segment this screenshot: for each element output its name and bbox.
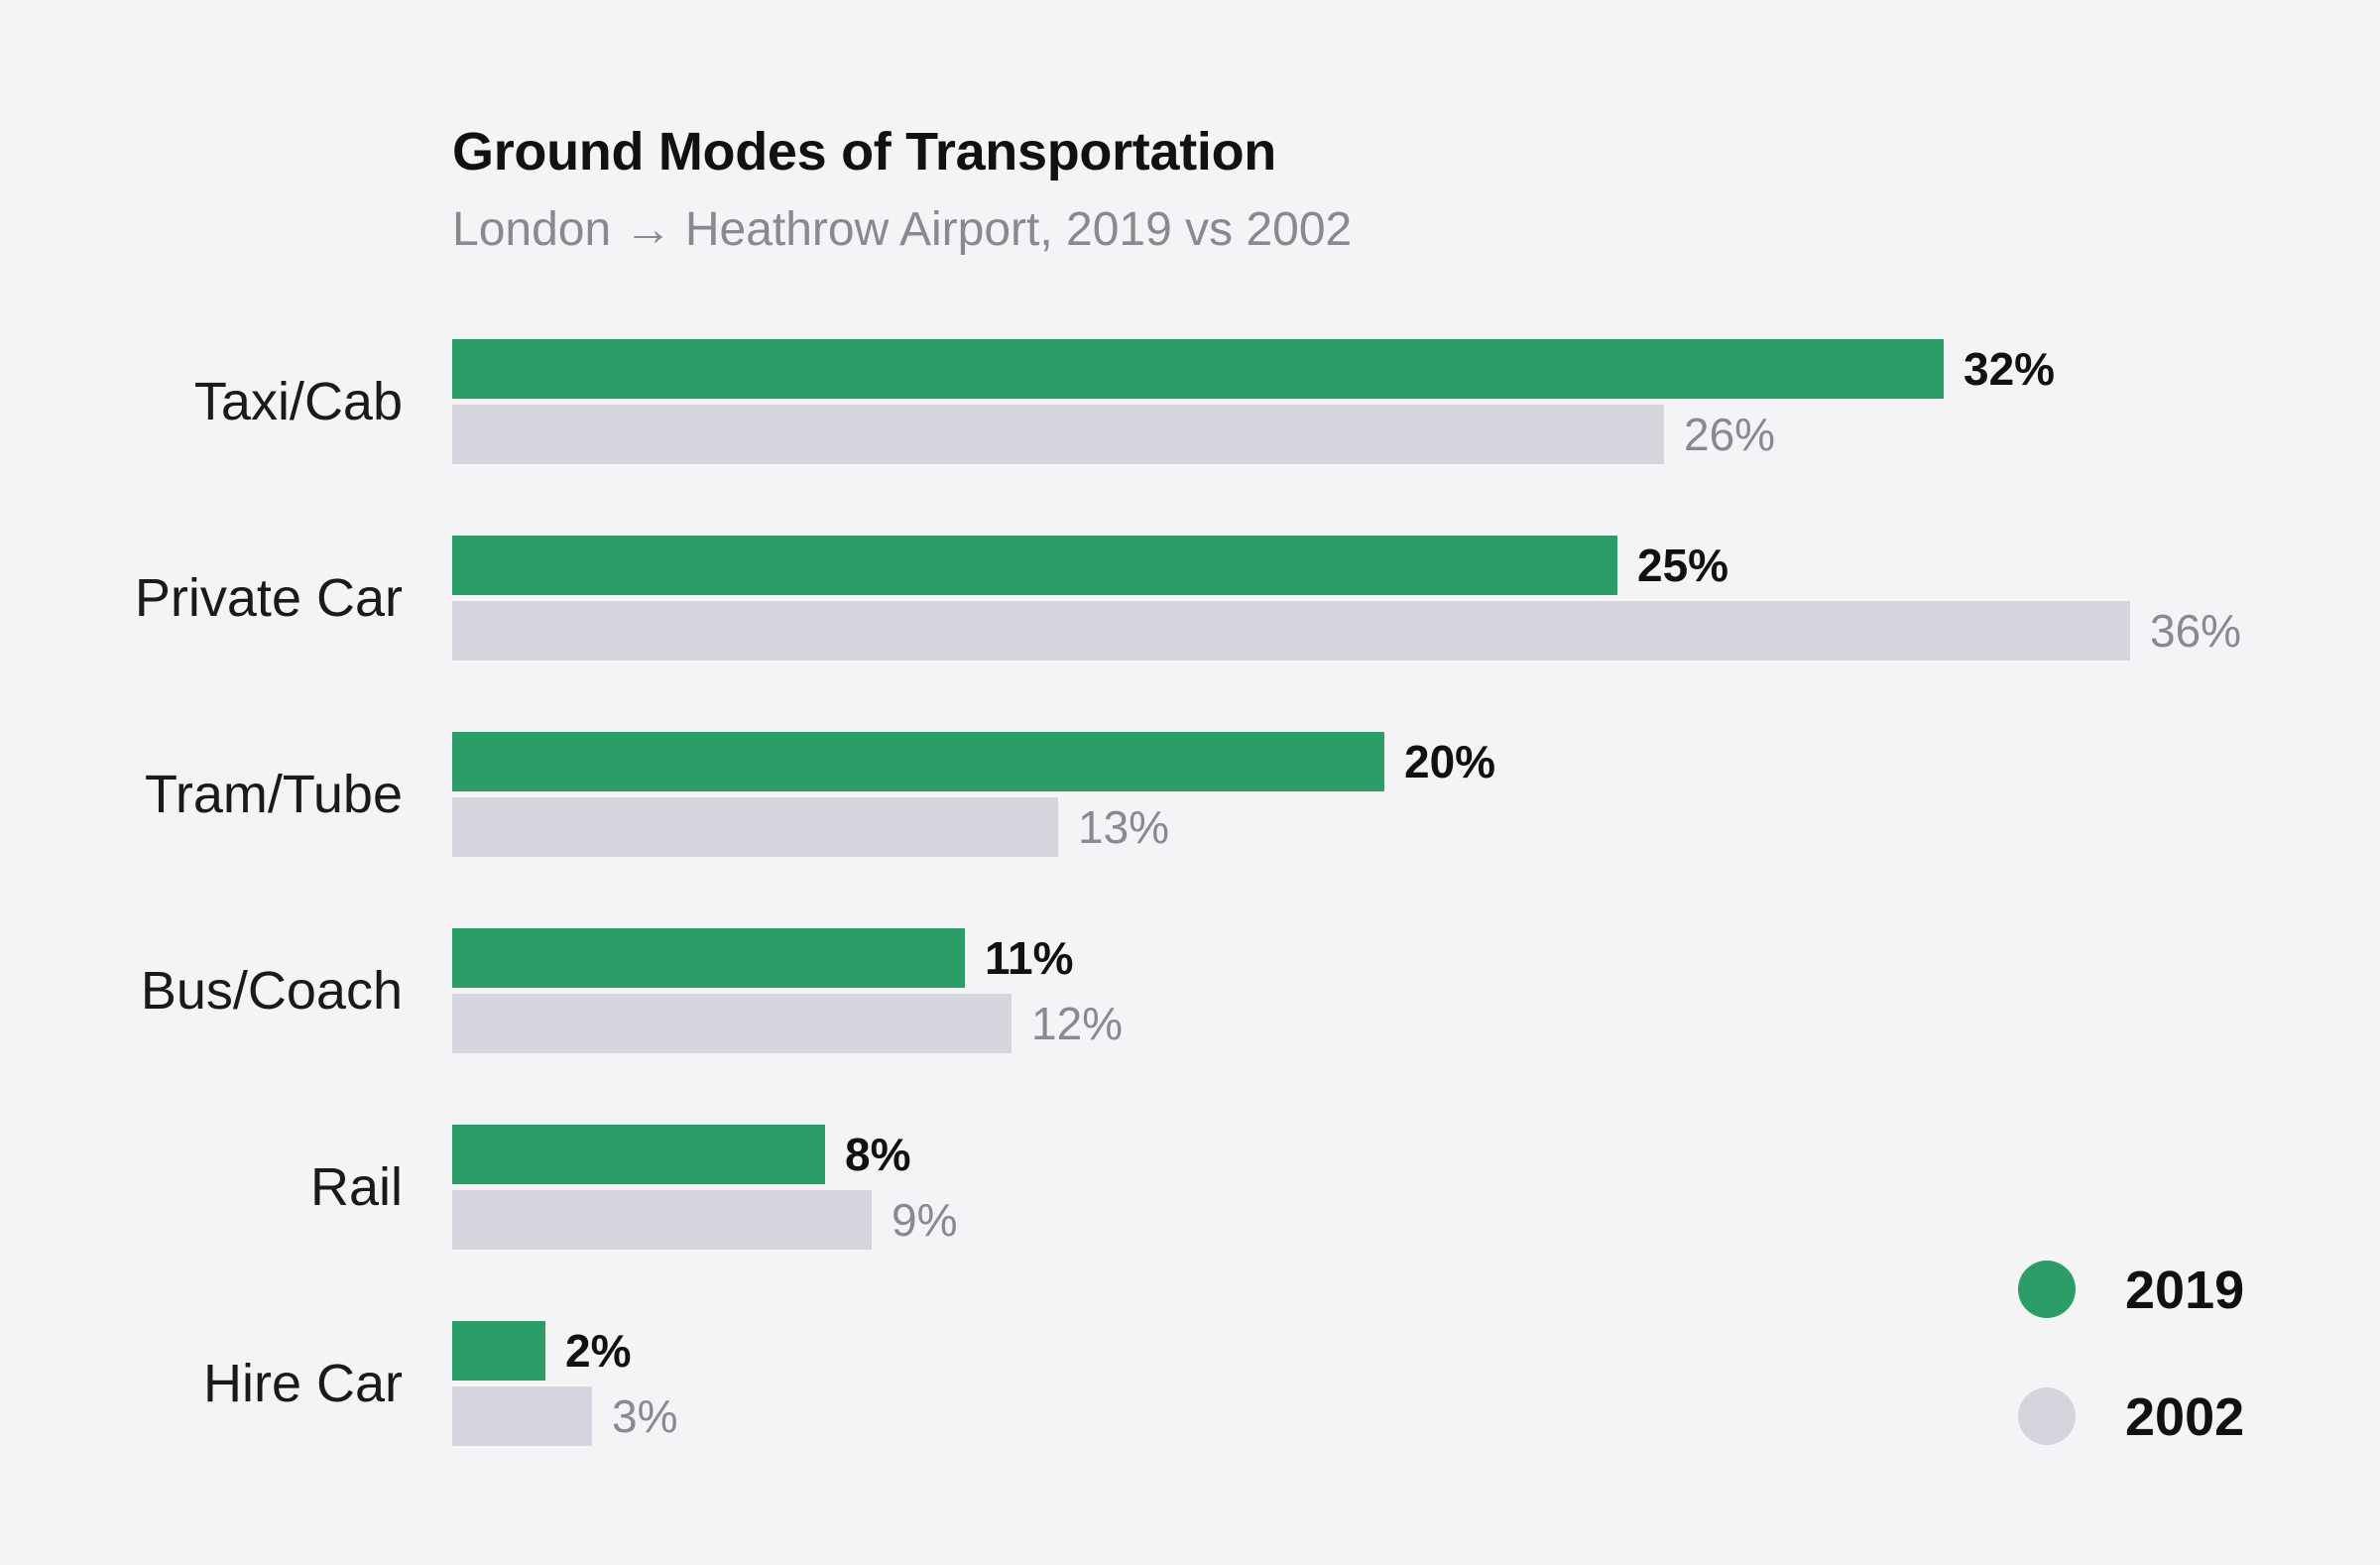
bar-2019-tram-tube [452,732,1384,791]
value-label-2002-private-car: 36% [2150,605,2241,657]
chart-title: Ground Modes of Transportation [452,122,1276,181]
bar-2002-private-car [452,601,2130,661]
value-label-2019-bus-coach: 11% [985,932,1074,984]
value-label-2002-rail: 9% [892,1194,957,1246]
bar-2002-bus-coach [452,994,1012,1053]
legend-label-2002: 2002 [2125,1387,2244,1447]
value-label-2019-rail: 8% [845,1129,910,1180]
value-label-2002-bus-coach: 12% [1031,998,1123,1049]
chart-subtitle: London → Heathrow Airport, 2019 vs 2002 [452,203,1353,256]
value-label-2002-hire-car: 3% [612,1390,677,1442]
legend-swatch-2002 [2018,1387,2076,1445]
value-label-2019-tram-tube: 20% [1404,736,1495,787]
value-label-2019-taxi-cab: 32% [1964,343,2055,395]
bar-2019-private-car [452,536,1617,595]
value-label-2002-taxi-cab: 26% [1684,409,1775,460]
legend-swatch-2019 [2018,1261,2076,1318]
category-label-rail: Rail [310,1157,403,1217]
bar-2002-rail [452,1190,872,1250]
category-label-hire-car: Hire Car [203,1354,403,1413]
value-label-2019-hire-car: 2% [565,1325,631,1377]
category-label-tram-tube: Tram/Tube [145,765,403,824]
value-label-2019-private-car: 25% [1637,540,1728,591]
bar-2019-bus-coach [452,928,965,988]
legend-label-2019: 2019 [2125,1261,2244,1320]
bar-2002-tram-tube [452,797,1058,857]
bar-2019-taxi-cab [452,339,1944,399]
category-label-private-car: Private Car [135,568,403,628]
bar-2002-taxi-cab [452,405,1664,464]
bar-2019-hire-car [452,1321,545,1381]
bar-2002-hire-car [452,1386,592,1446]
value-label-2002-tram-tube: 13% [1078,801,1169,853]
category-label-taxi-cab: Taxi/Cab [194,372,403,431]
category-label-bus-coach: Bus/Coach [141,961,403,1021]
bar-2019-rail [452,1125,825,1184]
